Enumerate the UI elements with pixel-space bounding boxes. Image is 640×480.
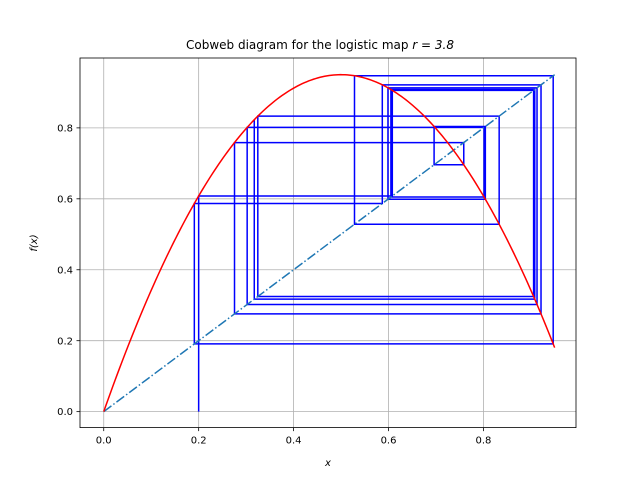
x-tick-label-0: 0.0: [96, 436, 112, 447]
grid: [80, 58, 576, 428]
axis-ticks: 0.0 0.2 0.4 0.6 0.8 0.0 0.2 0.4 0.6 0.8: [57, 123, 491, 446]
y-tick-label-4: 0.8: [57, 123, 73, 134]
identity-line-series: [103, 74, 556, 413]
x-tick-label-1: 0.2: [191, 436, 207, 447]
cobweb-series: [193, 75, 554, 412]
chart-title-math: r = 3.8: [412, 38, 454, 52]
y-axis-label: f(x): [29, 234, 40, 251]
y-tick-label-2: 0.4: [57, 265, 73, 276]
plot-area: [103, 73, 556, 413]
y-tick-label-0: 0.0: [57, 407, 73, 418]
chart-title-prefix: Cobweb diagram for the logistic map: [186, 38, 412, 52]
chart-title: Cobweb diagram for the logistic map r = …: [186, 38, 454, 52]
x-tick-label-3: 0.6: [381, 436, 397, 447]
y-tick-label-3: 0.6: [57, 194, 73, 205]
y-tick-label-1: 0.2: [57, 336, 73, 347]
x-axis-label: x: [324, 458, 331, 469]
axes-frame: [79, 57, 577, 429]
x-tick-label-4: 0.8: [475, 436, 491, 447]
logistic-function-series: [103, 73, 556, 412]
x-tick-label-2: 0.4: [286, 436, 302, 447]
